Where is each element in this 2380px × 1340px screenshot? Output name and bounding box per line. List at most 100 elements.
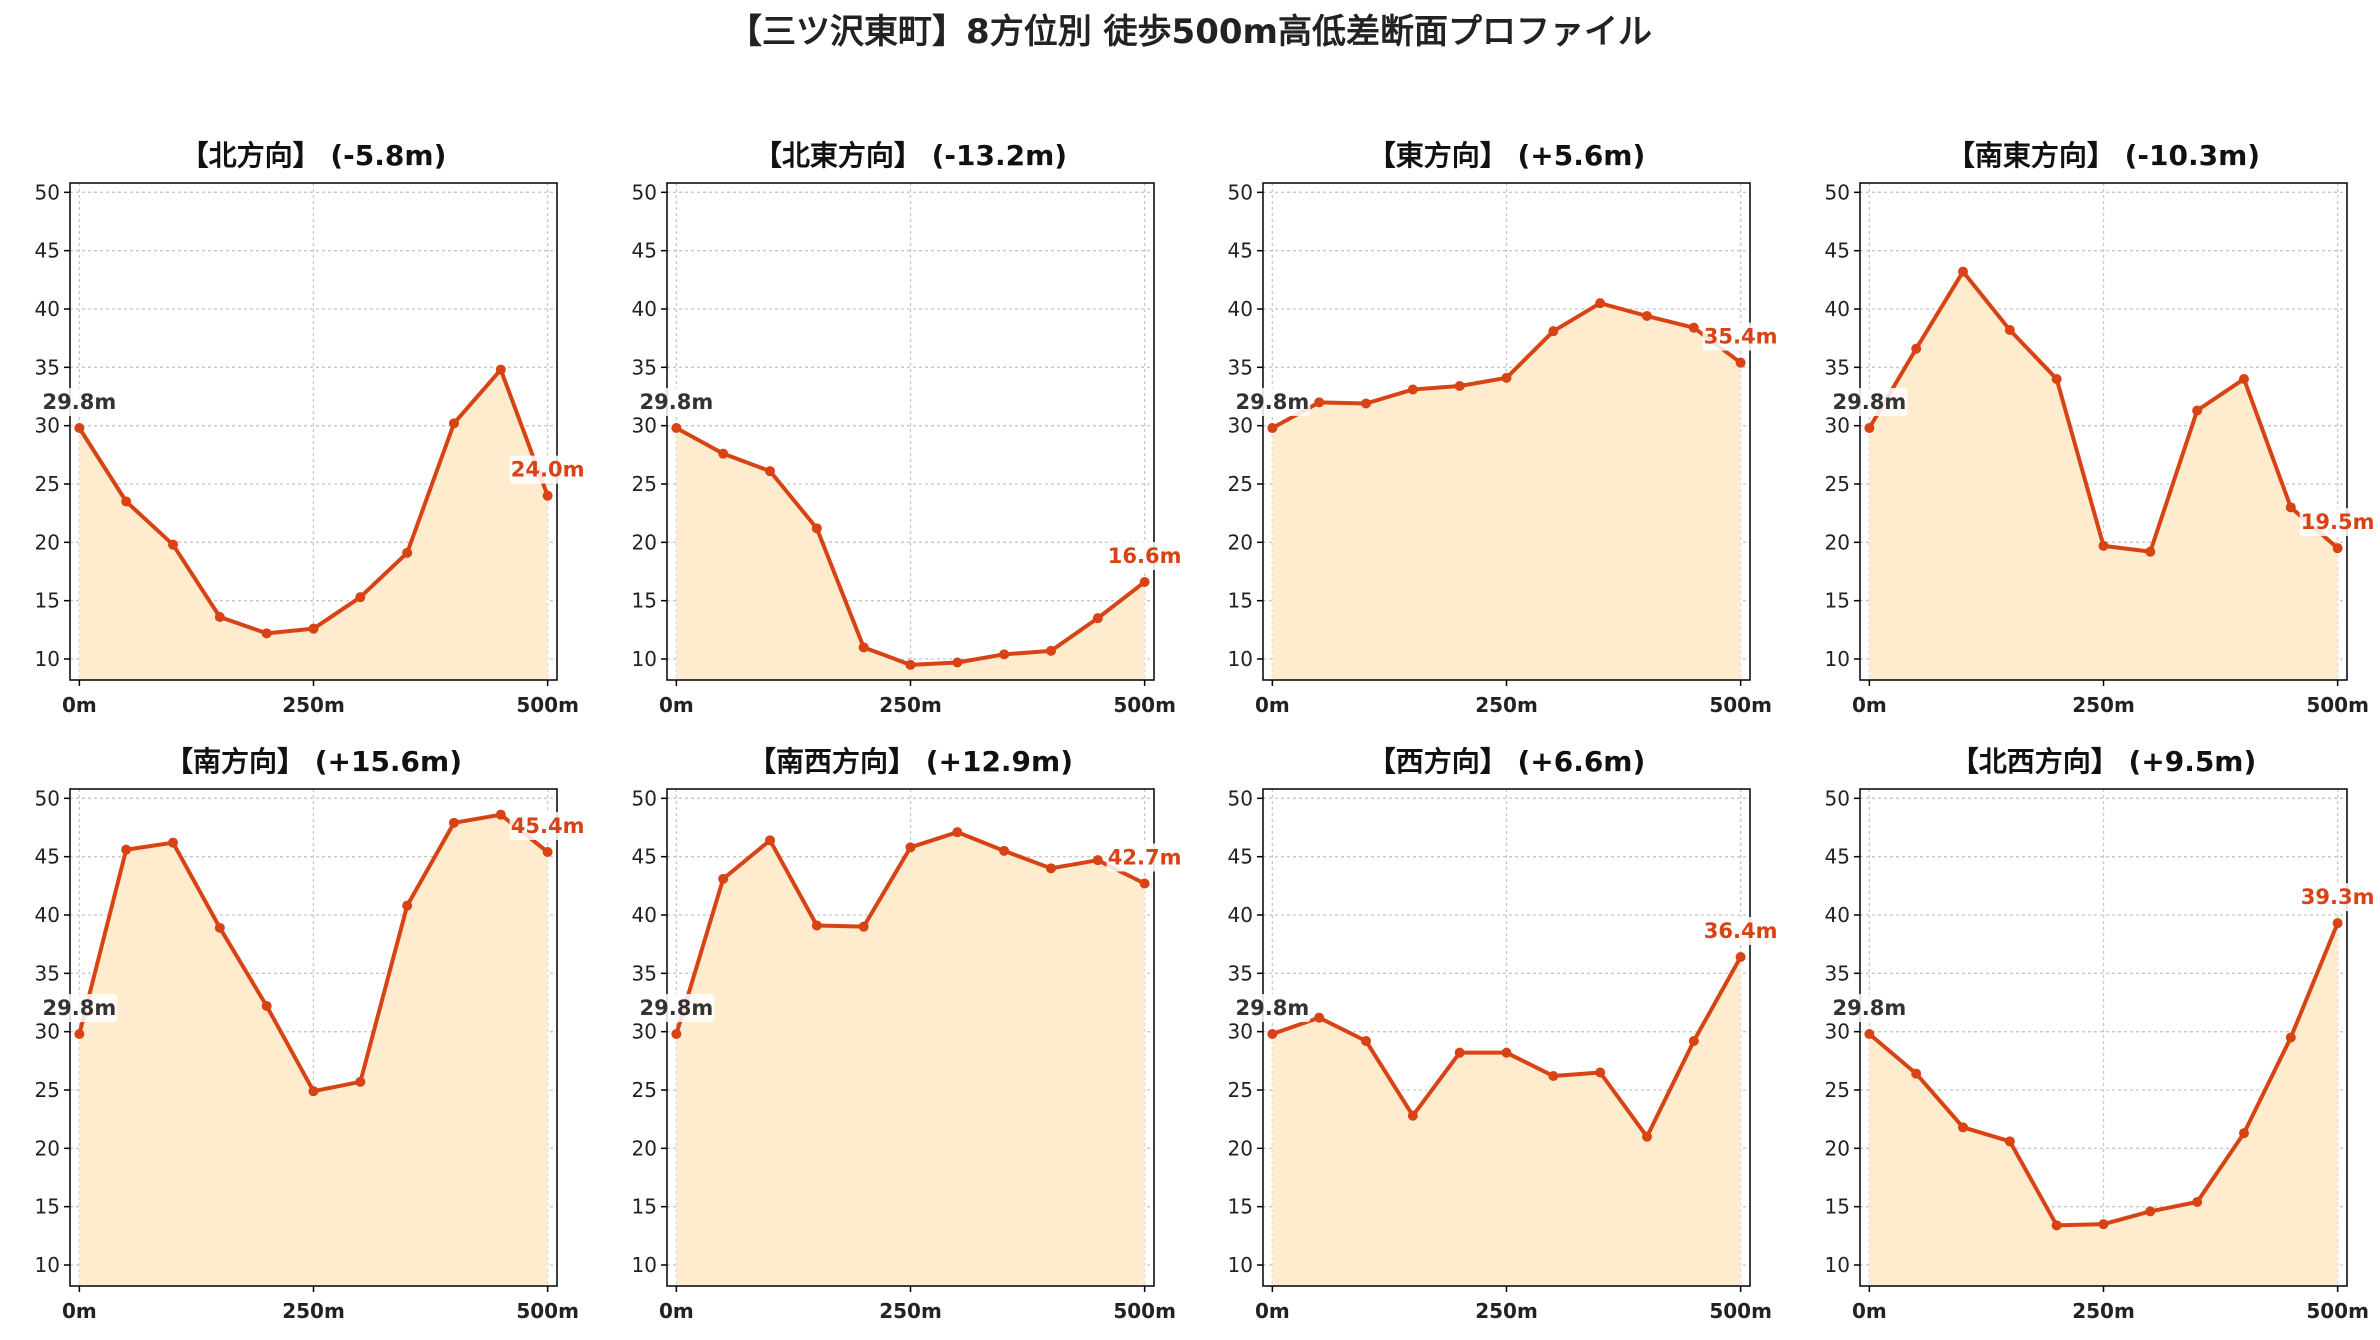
elevation-point	[214, 922, 225, 933]
elevation-point	[121, 496, 132, 507]
elevation-point	[1595, 298, 1606, 309]
elevation-point	[718, 448, 729, 459]
x-tick-label: 0m	[1852, 1299, 1887, 1323]
x-tick-label: 500m	[2306, 693, 2369, 717]
elevation-point	[1139, 878, 1150, 889]
end-label-box	[509, 455, 586, 484]
x-tick-label: 0m	[62, 693, 97, 717]
elevation-point	[905, 842, 916, 853]
y-tick-label: 50	[35, 786, 60, 810]
y-tick-label: 50	[1825, 180, 1850, 204]
elevation-point	[402, 900, 413, 911]
elevation-point	[2332, 918, 2343, 929]
y-tick-label: 20	[1228, 1136, 1253, 1160]
y-tick-label: 30	[1825, 1020, 1850, 1044]
y-tick-label: 45	[1228, 845, 1253, 869]
x-tick-label: 0m	[1255, 693, 1290, 717]
elevation-point	[1911, 343, 1922, 354]
end-elevation-label: 24.0m	[511, 458, 585, 482]
y-tick-label: 15	[632, 589, 657, 613]
end-elevation-label: 36.4m	[1704, 919, 1778, 943]
start-elevation-label: 29.8m	[1236, 996, 1310, 1020]
y-tick-label: 20	[1228, 530, 1253, 554]
elevation-point	[1688, 322, 1699, 333]
elevation-point	[858, 642, 869, 653]
end-label-box	[1702, 917, 1779, 945]
elevation-point	[308, 623, 319, 634]
elevation-point	[2051, 1220, 2062, 1231]
elevation-point	[2004, 325, 2015, 335]
y-tick-label: 15	[35, 589, 60, 613]
y-tick-label: 45	[35, 239, 60, 263]
elevation-point	[2004, 1136, 2015, 1147]
y-tick-label: 40	[1825, 297, 1850, 321]
y-tick-label: 35	[1825, 961, 1850, 985]
y-tick-label: 30	[1825, 414, 1850, 438]
x-tick-label: 250m	[879, 693, 942, 717]
x-tick-label: 250m	[2072, 1299, 2135, 1323]
y-tick-label: 15	[35, 1195, 60, 1219]
elevation-point	[2051, 374, 2062, 384]
elevation-point	[1735, 357, 1746, 368]
x-tick-label: 250m	[1475, 693, 1538, 717]
panel-title: 【南東方向】 (-10.3m)	[1947, 139, 2260, 172]
elevation-area	[1869, 271, 2338, 680]
x-tick-label: 0m	[1852, 693, 1887, 717]
elevation-point	[2098, 540, 2109, 551]
elevation-point	[402, 547, 413, 558]
elevation-area	[79, 814, 548, 1286]
elevation-point	[1045, 863, 1056, 874]
start-label-box	[1831, 994, 1908, 1022]
elevation-point	[168, 539, 179, 550]
x-tick-label: 500m	[1113, 1299, 1176, 1323]
elevation-point	[811, 523, 822, 534]
x-tick-label: 500m	[2306, 1299, 2369, 1323]
x-tick-label: 500m	[1709, 693, 1772, 717]
x-tick-label: 0m	[1255, 1299, 1290, 1323]
panel-title: 【北西方向】 (+9.5m)	[1951, 745, 2257, 778]
elevation-point	[542, 490, 553, 501]
elevation-point	[1092, 855, 1103, 866]
y-tick-label: 30	[632, 1020, 657, 1044]
y-tick-label: 30	[1228, 414, 1253, 438]
elevation-point	[1092, 613, 1103, 624]
elevation-point	[1361, 1036, 1372, 1046]
start-label-box	[41, 388, 118, 416]
elevation-point	[1314, 1012, 1325, 1023]
elevation-point	[495, 364, 506, 375]
elevation-point	[2145, 1206, 2156, 1217]
elevation-point	[1407, 384, 1418, 395]
elevation-point	[2192, 405, 2203, 416]
elevation-area	[676, 832, 1145, 1286]
elevation-point	[671, 423, 682, 433]
y-tick-label: 30	[35, 414, 60, 438]
y-tick-label: 45	[1825, 239, 1850, 263]
y-tick-label: 30	[632, 414, 657, 438]
x-tick-label: 500m	[516, 1299, 579, 1323]
elevation-point	[74, 423, 85, 433]
elevation-point	[542, 847, 553, 857]
y-tick-label: 25	[632, 1078, 657, 1102]
x-tick-label: 250m	[282, 693, 345, 717]
start-label-box	[1234, 388, 1311, 416]
start-elevation-label: 29.8m	[1833, 996, 1907, 1020]
y-tick-label: 25	[35, 1078, 60, 1102]
y-tick-label: 10	[1228, 647, 1253, 671]
panel-title: 【西方向】 (+6.6m)	[1368, 745, 1646, 778]
y-tick-label: 35	[35, 961, 60, 985]
y-tick-label: 20	[1825, 530, 1850, 554]
start-label-box	[1234, 994, 1311, 1022]
end-elevation-label: 35.4m	[1704, 325, 1778, 349]
end-elevation-label: 42.7m	[1108, 846, 1182, 870]
y-tick-label: 15	[1825, 1195, 1850, 1219]
start-elevation-label: 29.8m	[43, 996, 117, 1020]
elevation-point	[718, 873, 729, 884]
y-tick-label: 25	[35, 472, 60, 496]
elevation-point	[1688, 1036, 1699, 1046]
elevation-point	[1735, 952, 1746, 962]
elevation-point	[952, 827, 963, 838]
